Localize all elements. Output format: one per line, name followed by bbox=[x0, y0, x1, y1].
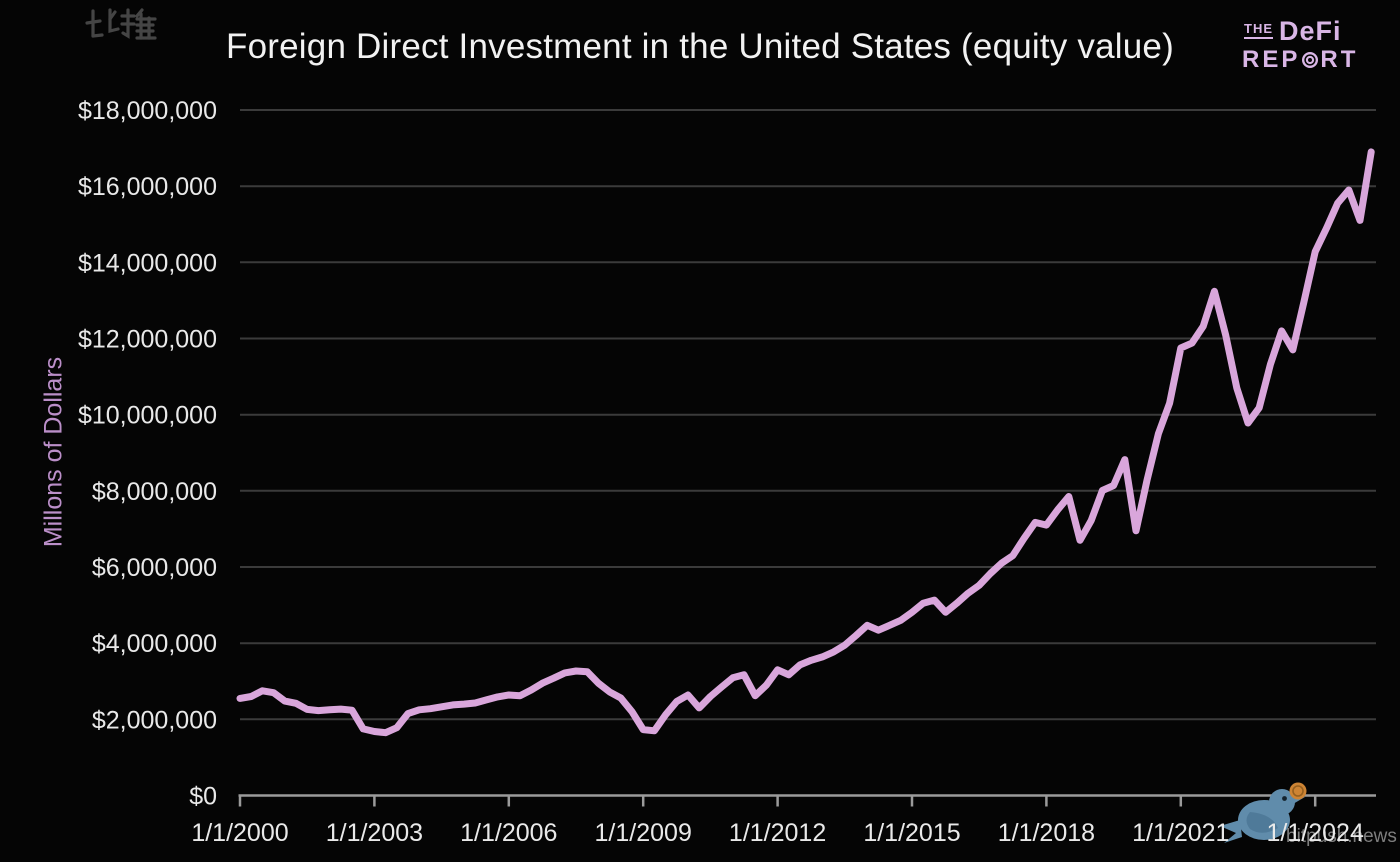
bitcoin-coin-icon bbox=[1289, 782, 1307, 800]
y-tick-label: $0 bbox=[189, 783, 217, 811]
watermark-subtext: bitpush.news bbox=[1286, 826, 1397, 847]
x-tick-label: 1/1/2015 bbox=[863, 819, 960, 847]
logo-report: REP RT bbox=[1242, 48, 1392, 72]
x-tick-label: 1/1/2003 bbox=[326, 819, 423, 847]
gridlines bbox=[240, 109, 1376, 721]
x-tick-label: 1/1/2024 bbox=[1267, 819, 1364, 847]
logo-line-the-defi: THE DeFi bbox=[1244, 18, 1392, 45]
bird-eye bbox=[1282, 796, 1287, 801]
logo-report-prefix: REP bbox=[1242, 46, 1301, 73]
y-tick-label: $4,000,000 bbox=[92, 630, 217, 658]
x-tick-label: 1/1/2009 bbox=[595, 819, 692, 847]
y-tick-label: $2,000,000 bbox=[92, 706, 217, 734]
chart-title: Foreign Direct Investment in the United … bbox=[226, 27, 1174, 66]
defi-report-logo: THE DeFi REP RT bbox=[1242, 18, 1392, 72]
y-tick-label: $10,000,000 bbox=[78, 402, 217, 430]
bird-wing bbox=[1246, 812, 1278, 833]
y-tick-label: $8,000,000 bbox=[92, 478, 217, 506]
y-tick-label: $14,000,000 bbox=[78, 249, 217, 277]
watermark-text-bitpush bbox=[85, 8, 157, 40]
logo-defi: DeFi bbox=[1279, 16, 1342, 46]
x-axis bbox=[238, 794, 1376, 807]
y-tick-label: $16,000,000 bbox=[78, 173, 217, 201]
y-tick-label: $6,000,000 bbox=[92, 554, 217, 582]
x-tick-label: 1/1/2012 bbox=[729, 819, 826, 847]
logo-the: THE bbox=[1244, 22, 1273, 39]
bird-tail bbox=[1220, 820, 1242, 843]
x-tick-label: 1/1/2021 bbox=[1132, 819, 1229, 847]
fdi-line-series bbox=[236, 148, 1375, 737]
logo-report-suffix: RT bbox=[1320, 46, 1359, 73]
tick-labels: $0 $2,000,000 $4,000,000 $6,000,000 $8,000,0… bbox=[78, 97, 1364, 847]
y-tick-label: $12,000,000 bbox=[78, 326, 217, 354]
y-tick-label: $18,000,000 bbox=[78, 97, 217, 125]
bullseye-icon bbox=[1302, 51, 1319, 69]
x-tick-label: 1/1/2006 bbox=[460, 819, 557, 847]
x-tick-label: 1/1/2000 bbox=[191, 819, 288, 847]
x-tick-label: 1/1/2018 bbox=[998, 819, 1095, 847]
bitpush-watermark: bitpush.news bbox=[1220, 782, 1397, 847]
